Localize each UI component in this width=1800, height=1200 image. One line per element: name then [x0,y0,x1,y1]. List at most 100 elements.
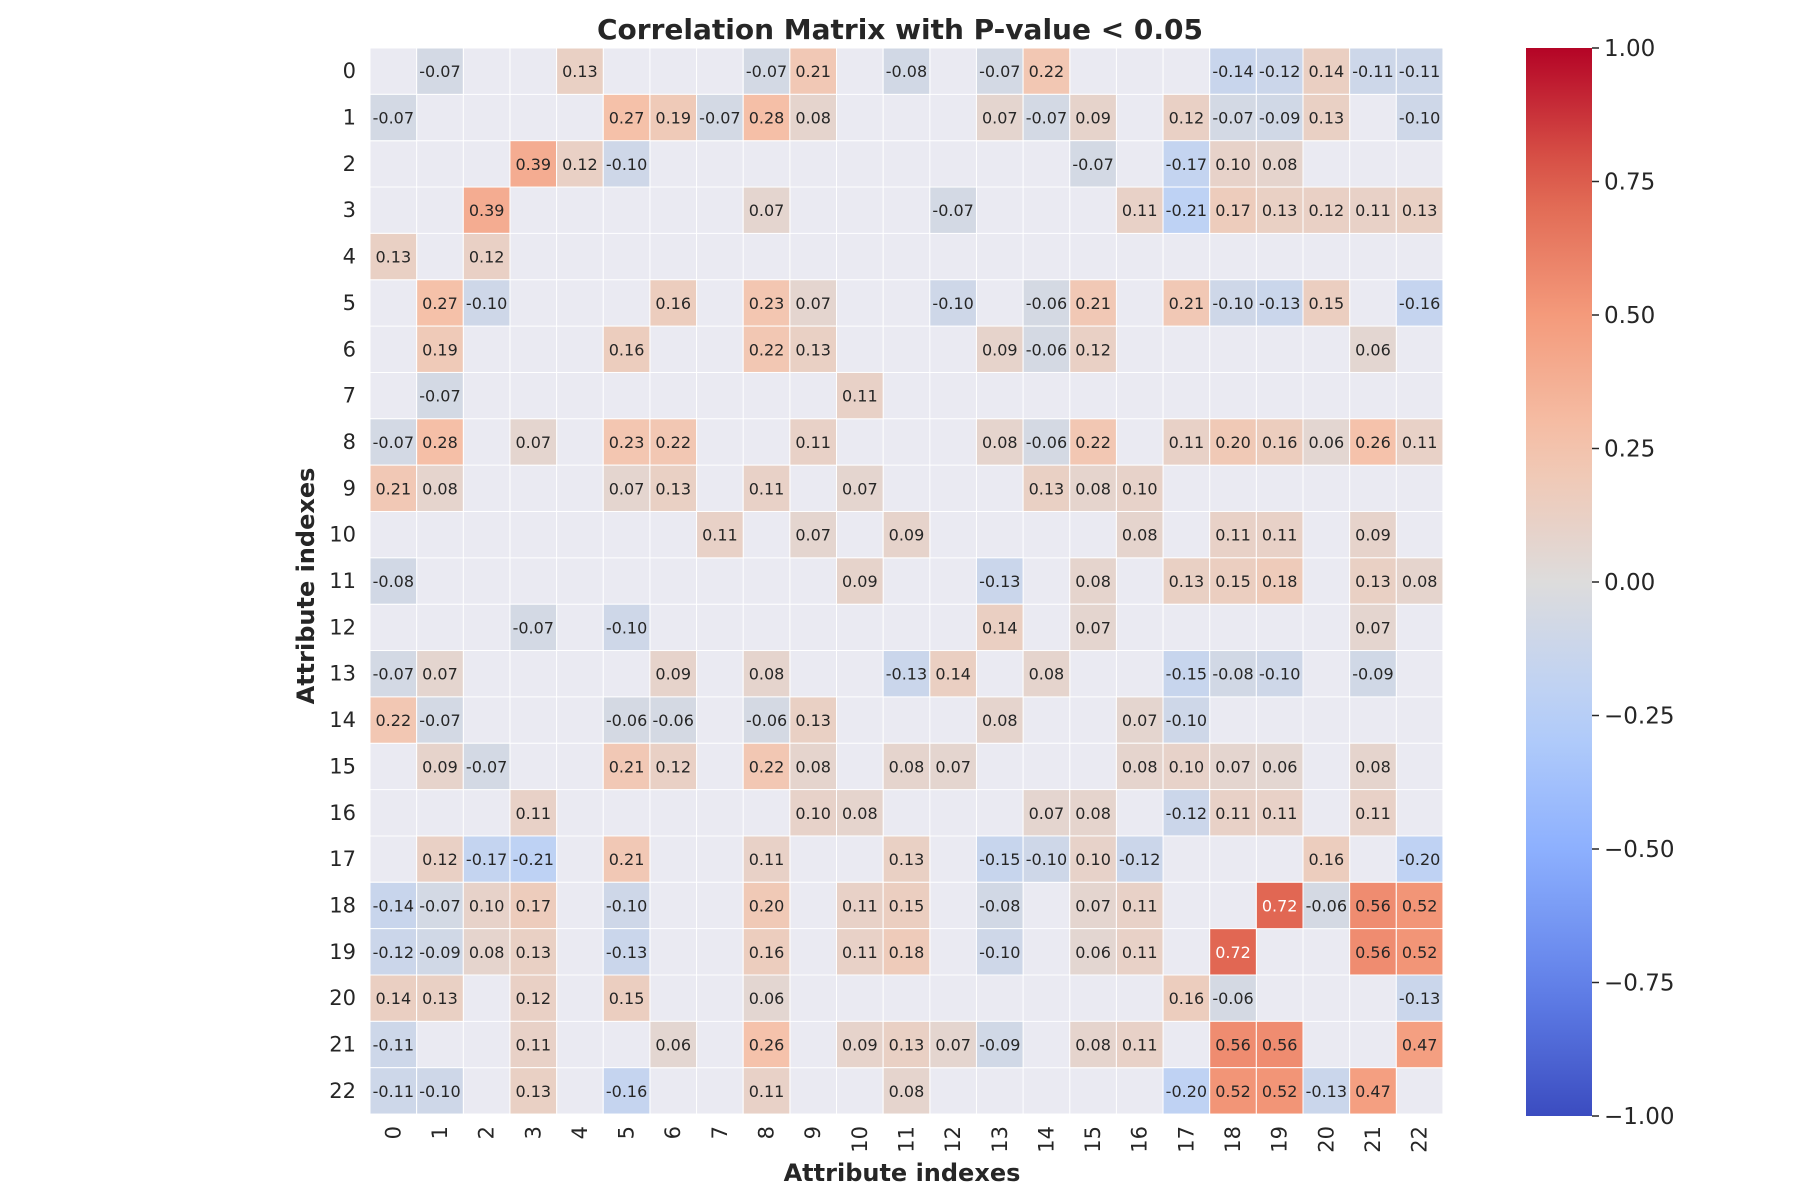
cell-value-label: -0.13 [1399,989,1440,1008]
heatmap-cell [369,650,418,698]
cell-value-label: 0.72 [1215,943,1251,962]
heatmap-cell [1209,974,1257,1022]
cell-value-label: -0.07 [1212,109,1253,128]
heatmap-cell [975,325,1024,373]
x-tick-label: 21 [1361,1126,1385,1153]
heatmap-cell [1162,557,1211,605]
heatmap-cell [1302,186,1351,234]
cell-value-label: 0.11 [1355,201,1391,220]
heatmap-cell [369,696,418,744]
heatmap-cell [882,1020,931,1069]
heatmap-cell [742,464,791,512]
heatmap-cell [975,696,1024,744]
cell-value-label: -0.07 [746,62,787,81]
heatmap-cell [742,93,791,142]
cell-value-label: 0.12 [1169,109,1205,128]
heatmap-cell [1115,511,1164,559]
heatmap-cell [1022,325,1071,373]
cell-value-label: 0.23 [609,433,645,452]
cell-value-label: -0.13 [1306,1082,1347,1101]
heatmap-cell [1349,186,1397,234]
cell-value-label: 0.56 [1355,943,1391,962]
y-tick-label: 1 [343,106,356,130]
cell-value-label: -0.20 [1399,850,1440,869]
cell-value-label: 0.28 [749,109,785,128]
cell-value-label: -0.06 [1306,896,1347,915]
heatmap-cell [929,279,977,327]
cell-value-label: -0.10 [466,294,507,313]
cell-value-label: 0.20 [749,896,785,915]
heatmap-cell [1255,557,1304,605]
cell-value-label: -0.08 [1212,665,1253,684]
heatmap-cell [1255,789,1304,837]
cell-value-label: 0.10 [795,804,831,823]
cell-value-label: -0.07 [1026,109,1067,128]
heatmap-cell [882,881,931,930]
cell-value-label: 0.08 [1075,572,1111,591]
heatmap-cell [1069,881,1117,930]
y-tick-label: 9 [343,476,356,500]
cell-value-label: -0.08 [373,572,414,591]
heatmap-cell [1349,603,1397,652]
heatmap-cell [1395,1020,1444,1069]
cell-value-label: 0.08 [1262,155,1298,174]
cell-value-label: 0.52 [1402,896,1438,915]
cell-value-label: 0.08 [795,109,831,128]
cell-value-label: 0.56 [1355,896,1391,915]
cell-value-label: -0.07 [699,109,740,128]
cell-value-label: 0.13 [795,711,831,730]
heatmap-cell [742,325,791,373]
heatmap-cell [696,93,744,142]
cell-value-label: 0.09 [982,340,1018,359]
cell-value-label: 0.11 [1169,433,1205,452]
colorbar-tick-label: −0.25 [1604,704,1674,730]
cell-value-label: -0.10 [1259,665,1300,684]
cell-value-label: 0.09 [1355,526,1391,545]
y-tick-label: 5 [343,291,356,315]
cell-value-label: 0.28 [422,433,458,452]
colorbar-tick-label: −1.00 [1604,1104,1674,1130]
heatmap-cell [1255,742,1304,791]
cell-value-label: 0.11 [842,896,878,915]
heatmap-cell [369,1020,418,1069]
y-tick-label: 14 [329,708,356,732]
cell-value-label: 0.11 [842,943,878,962]
x-tick-label: 22 [1408,1126,1432,1153]
heatmap-cell [509,1020,558,1069]
x-tick-label: 18 [1221,1126,1245,1153]
cell-value-label: 0.18 [1262,572,1298,591]
cell-value-label: 0.18 [889,943,925,962]
x-tick-label: 6 [661,1126,685,1139]
cell-value-label: 0.14 [1309,62,1345,81]
heatmap-cell [556,47,604,95]
x-tick-label: 16 [1128,1126,1152,1153]
cell-value-label: 0.09 [842,572,878,591]
heatmap-cell [789,279,837,327]
x-tick-label: 3 [521,1126,545,1139]
heatmap-cell [1349,418,1397,466]
cell-value-label: 0.52 [1402,943,1438,962]
y-tick-label: 8 [343,430,356,454]
cell-value-label: -0.07 [979,62,1020,81]
cell-value-label: -0.10 [1399,109,1440,128]
heatmap-cell [975,1020,1024,1069]
colorbar-tick-label: 0.75 [1604,170,1655,196]
y-tick-label: 6 [343,337,356,361]
cell-value-label: 0.22 [749,340,785,359]
cell-value-label: 0.09 [842,1036,878,1055]
cell-value-label: 0.21 [1169,294,1205,313]
cell-value-label: 0.21 [1075,294,1111,313]
cell-value-label: 0.08 [842,804,878,823]
heatmap-cell [1069,603,1117,652]
heatmap-cell [1349,511,1397,559]
cell-value-label: -0.07 [513,618,554,637]
heatmap-cell [509,603,558,652]
y-tick-label: 19 [329,940,356,964]
cell-value-label: 0.08 [1075,1036,1111,1055]
cell-value-label: -0.09 [419,943,460,962]
cell-value-label: -0.06 [1026,433,1067,452]
heatmap-cell [1115,881,1164,930]
heatmap-cell [1022,418,1071,466]
